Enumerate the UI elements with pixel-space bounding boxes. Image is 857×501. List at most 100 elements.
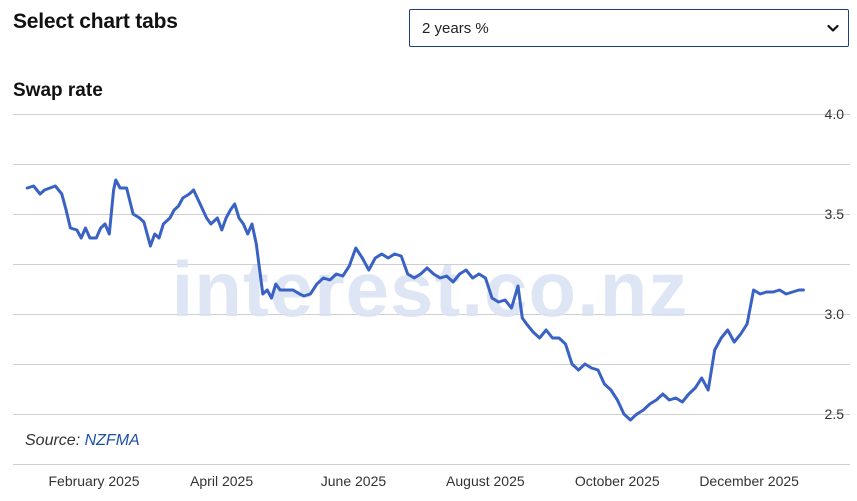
data-point (558, 337, 560, 339)
data-point (61, 193, 63, 195)
data-point (694, 387, 696, 389)
x-tick-label: June 2025 (321, 473, 387, 489)
chart-tab-select[interactable]: 2 years % (409, 9, 849, 47)
data-point (603, 383, 606, 385)
data-point (713, 349, 716, 351)
x-tick-label: October 2025 (575, 473, 660, 489)
data-point (772, 291, 774, 293)
data-point (132, 213, 134, 215)
data-point (43, 189, 46, 191)
data-point (242, 223, 245, 225)
data-point (355, 247, 357, 249)
data-point (162, 223, 165, 225)
data-point (262, 293, 264, 295)
data-point (778, 289, 781, 291)
data-point (32, 185, 35, 187)
data-point (95, 237, 98, 239)
data-point (597, 369, 599, 371)
data-point (246, 233, 249, 235)
data-point (99, 227, 102, 229)
data-point (458, 273, 461, 275)
data-point (192, 189, 195, 191)
data-point (707, 389, 709, 391)
data-point (292, 289, 294, 291)
data-point (335, 273, 338, 275)
data-point (119, 187, 121, 189)
source-link[interactable]: NZFMA (84, 432, 140, 449)
data-point (649, 403, 651, 405)
data-point (545, 329, 547, 331)
data-point (636, 413, 638, 415)
grid-lines (13, 114, 850, 465)
data-point (348, 265, 351, 267)
data-point (610, 389, 612, 391)
data-point (675, 397, 677, 399)
series-line-group (25, 178, 805, 422)
data-point (393, 253, 396, 255)
y-axis-ticks: 2.5 3.0 3.5 4.0 (825, 106, 845, 422)
data-point (452, 281, 454, 283)
data-point (525, 323, 528, 325)
data-point (309, 293, 312, 295)
data-point (199, 203, 201, 205)
data-point (439, 277, 441, 279)
data-point (329, 279, 331, 281)
data-point (275, 283, 277, 285)
data-point (584, 363, 586, 365)
data-point (158, 237, 160, 239)
data-point (465, 269, 467, 271)
data-point (322, 277, 325, 279)
data-point (368, 269, 370, 271)
data-point (84, 227, 87, 229)
data-point (471, 277, 474, 279)
data-point (629, 419, 632, 421)
data-point (521, 317, 524, 319)
data-point (564, 343, 567, 345)
data-point (681, 401, 684, 403)
data-point (413, 277, 416, 279)
data-point (798, 289, 800, 291)
y-tick-label: 3.0 (825, 306, 845, 322)
data-point (668, 399, 671, 401)
data-point (726, 329, 729, 331)
data-point (225, 217, 227, 219)
data-point (759, 293, 761, 295)
data-point (802, 289, 805, 291)
data-point (720, 337, 722, 339)
data-point (491, 297, 493, 299)
page-title: Select chart tabs (13, 10, 178, 33)
data-point (426, 267, 428, 269)
y-tick-label: 4.0 (825, 106, 845, 122)
data-point (39, 193, 41, 195)
data-point (270, 297, 273, 299)
source-label: Source: (25, 432, 81, 449)
data-point (419, 273, 422, 275)
watermark: interest.co.nz (172, 245, 689, 333)
x-tick-label: February 2025 (48, 473, 139, 489)
x-axis-ticks: February 2025 April 2025 June 2025 August 2… (48, 473, 799, 489)
data-point (445, 275, 448, 277)
select-value: 2 years % (422, 19, 489, 37)
data-point (266, 289, 269, 291)
data-point (221, 229, 223, 231)
data-point (298, 293, 301, 295)
y-tick-label: 3.5 (825, 206, 845, 222)
data-point (76, 229, 78, 231)
data-point (188, 193, 191, 195)
data-point (108, 233, 111, 235)
data-point (532, 331, 534, 333)
data-point (517, 285, 519, 287)
data-point (89, 237, 91, 239)
data-point (149, 245, 152, 247)
data-point (229, 209, 232, 211)
data-point (361, 257, 364, 259)
data-point (182, 197, 184, 199)
x-tick-label: August 2025 (446, 473, 525, 489)
y-tick-label: 2.5 (825, 406, 845, 422)
data-point (700, 377, 703, 379)
data-point (153, 233, 156, 235)
data-point (251, 223, 253, 225)
x-tick-label: December 2025 (699, 473, 799, 489)
data-point (104, 223, 106, 225)
data-point (510, 307, 513, 309)
